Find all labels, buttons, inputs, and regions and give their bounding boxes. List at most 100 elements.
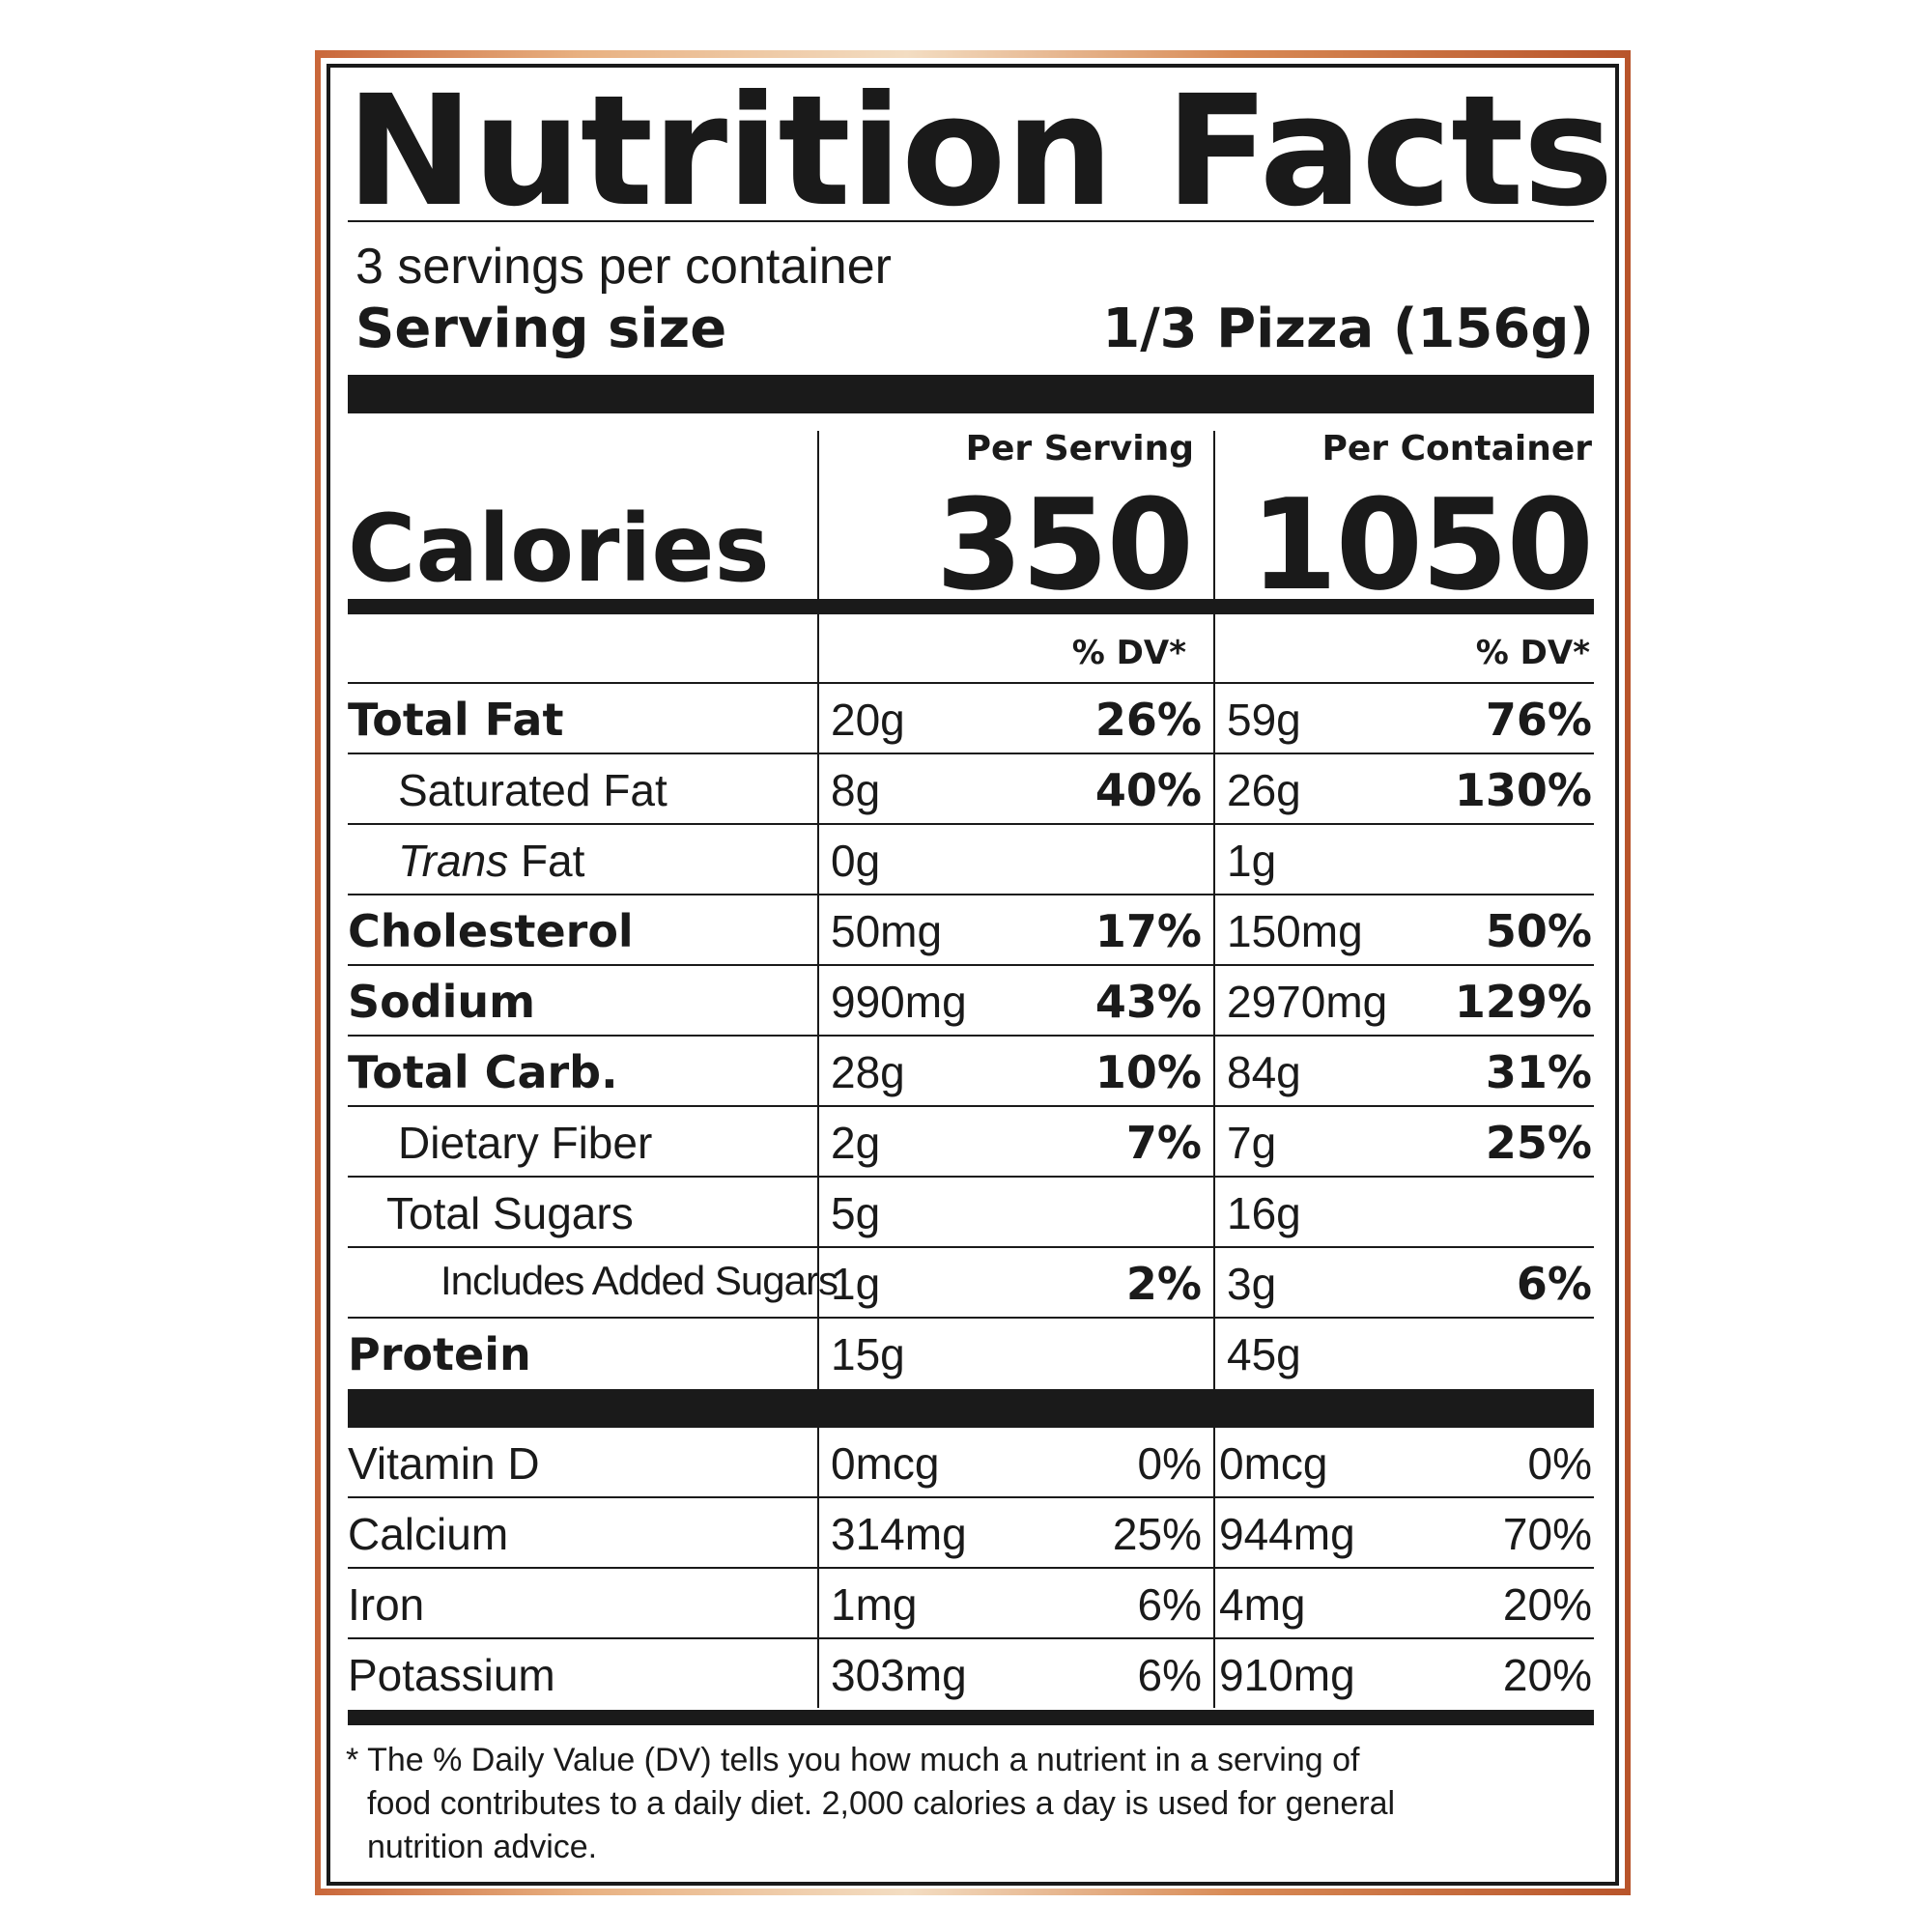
nutrient-name: Includes Added Sugars — [440, 1258, 838, 1303]
serving-dv: 0% — [1137, 1438, 1202, 1489]
container-dv: 50% — [1485, 905, 1592, 957]
nutrient-name: Fat — [508, 836, 585, 886]
container-amount: 0mcg — [1219, 1438, 1328, 1489]
nutrient-name: Cholesterol — [348, 905, 634, 957]
serving-dv: 7% — [1125, 1117, 1202, 1169]
container-amount: 26g — [1227, 765, 1301, 815]
serving-dv: 43% — [1094, 976, 1202, 1028]
calories-column-divider-1 — [817, 431, 819, 599]
container-amount: 150mg — [1227, 906, 1363, 956]
serving-amount: 2g — [831, 1118, 881, 1168]
serving-amount: 314mg — [831, 1509, 967, 1559]
serving-amount: 5g — [831, 1188, 881, 1238]
serving-amount: 990mg — [831, 977, 967, 1027]
serving-dv: 17% — [1094, 905, 1202, 957]
nutrient-column-divider-1 — [817, 614, 819, 1391]
daily-value-footnote: * The % Daily Value (DV) tells you how m… — [346, 1739, 1505, 1869]
nutrient-name: Saturated Fat — [398, 765, 668, 815]
dv-header-divider — [348, 682, 1594, 684]
row-divider — [348, 1246, 1594, 1248]
calories-per-serving: 350 — [935, 471, 1194, 618]
container-amount: 910mg — [1219, 1650, 1355, 1700]
nutrient-row-total-fat: Total Fat 20g 26% 59g 76% — [348, 684, 1594, 754]
nutrient-name-italic: Trans — [398, 836, 509, 886]
nutrition-label-border — [327, 64, 1619, 1886]
container-amount: 2970mg — [1227, 977, 1388, 1027]
container-dv: 6% — [1516, 1258, 1592, 1310]
serving-amount: 20g — [831, 695, 905, 745]
container-dv: 76% — [1485, 694, 1592, 746]
container-dv: 25% — [1485, 1117, 1592, 1169]
label-title: Nutrition Facts — [346, 63, 1614, 241]
serving-dv: 2% — [1125, 1258, 1202, 1310]
serving-dv: 25% — [1112, 1509, 1202, 1559]
serving-dv: 40% — [1094, 764, 1202, 816]
nutrient-column-divider-2 — [1213, 614, 1215, 1391]
container-amount: 84g — [1227, 1047, 1301, 1097]
serving-amount: 1mg — [831, 1579, 918, 1630]
container-amount: 45g — [1227, 1329, 1301, 1379]
serving-size-label: Serving size — [355, 298, 727, 360]
nutrient-name: Total Sugars — [386, 1188, 634, 1238]
serving-amount: 15g — [831, 1329, 905, 1379]
container-dv: 130% — [1454, 764, 1592, 816]
protein-thick-bar — [348, 1389, 1594, 1428]
row-divider — [348, 964, 1594, 966]
serving-amount: 8g — [831, 765, 881, 815]
nutrient-name: Dietary Fiber — [398, 1118, 653, 1168]
container-dv: 129% — [1454, 976, 1592, 1028]
row-divider — [348, 1317, 1594, 1319]
row-divider — [348, 823, 1594, 825]
container-amount: 1g — [1227, 836, 1277, 886]
vitamin-name: Vitamin D — [348, 1438, 540, 1489]
vitamin-name: Potassium — [348, 1650, 555, 1700]
container-dv: 31% — [1485, 1046, 1592, 1098]
nutrient-row-trans-fat: Trans Fat 0g 1g — [348, 825, 1594, 895]
container-amount: 7g — [1227, 1118, 1277, 1168]
nutrient-row-protein: Protein 15g 45g — [348, 1319, 1594, 1389]
dv-header-serving: % DV* — [1071, 634, 1186, 672]
footnote-line-1: * The % Daily Value (DV) tells you how m… — [346, 1742, 1360, 1778]
row-divider — [348, 1637, 1594, 1639]
calories-label: Calories — [348, 495, 770, 603]
container-dv: 70% — [1502, 1509, 1592, 1559]
nutrient-row-cholesterol: Cholesterol 50mg 17% 150mg 50% — [348, 895, 1594, 966]
container-amount: 59g — [1227, 695, 1301, 745]
serving-size-value: 1/3 Pizza (156g) — [1102, 298, 1594, 360]
serving-dv: 6% — [1137, 1579, 1202, 1630]
nutrient-row-dietary-fiber: Dietary Fiber 2g 7% 7g 25% — [348, 1107, 1594, 1178]
container-amount: 16g — [1227, 1188, 1301, 1238]
row-divider — [348, 1105, 1594, 1107]
row-divider — [348, 753, 1594, 754]
serving-dv: 6% — [1137, 1650, 1202, 1700]
title-divider — [348, 220, 1594, 222]
nutrient-name-wrapper: Trans Fat — [398, 835, 584, 887]
vitamin-row-potassium: Potassium 303mg 6% 910mg 20% — [348, 1639, 1594, 1710]
nutrient-name: Sodium — [348, 976, 536, 1028]
vitamin-name: Calcium — [348, 1509, 509, 1559]
container-amount: 3g — [1227, 1259, 1277, 1309]
vitamin-row-iron: Iron 1mg 6% 4mg 20% — [348, 1569, 1594, 1639]
vitamin-row-vitamin-d: Vitamin D 0mcg 0% 0mcg 0% — [348, 1428, 1594, 1498]
row-divider — [348, 1035, 1594, 1037]
nutrient-row-added-sugars: Includes Added Sugars 1g 2% 3g 6% — [348, 1248, 1594, 1319]
container-amount: 4mg — [1219, 1579, 1306, 1630]
per-serving-header: Per Serving — [965, 429, 1194, 469]
row-divider — [348, 1176, 1594, 1178]
nutrient-row-saturated-fat: Saturated Fat 8g 40% 26g 130% — [348, 754, 1594, 825]
nutrient-name: Total Carb. — [348, 1046, 618, 1098]
container-dv: 20% — [1502, 1650, 1592, 1700]
serving-amount: 0g — [831, 836, 881, 886]
nutrient-row-sodium: Sodium 990mg 43% 2970mg 129% — [348, 966, 1594, 1037]
container-dv: 20% — [1502, 1579, 1592, 1630]
nutrient-name: Protein — [348, 1328, 531, 1380]
footnote-thick-bar — [348, 1710, 1594, 1725]
row-divider — [348, 1567, 1594, 1569]
serving-thick-bar — [348, 375, 1594, 413]
container-dv: 0% — [1527, 1438, 1592, 1489]
calories-column-divider-2 — [1213, 431, 1215, 599]
row-divider — [348, 1496, 1594, 1498]
per-container-header: Per Container — [1321, 429, 1592, 469]
footnote-line-2: food contributes to a daily diet. 2,000 … — [367, 1785, 1396, 1822]
serving-amount: 303mg — [831, 1650, 967, 1700]
